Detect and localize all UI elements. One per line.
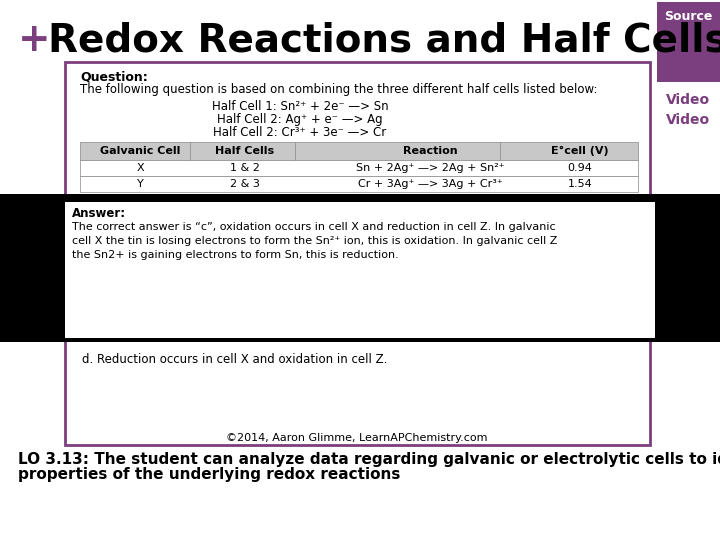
Text: Half Cell 2: Ag⁺ + e⁻ —> Ag: Half Cell 2: Ag⁺ + e⁻ —> Ag bbox=[217, 113, 383, 126]
Text: 1 & 2: 1 & 2 bbox=[230, 163, 260, 173]
Text: Half Cell 1: Sn²⁺ + 2e⁻ —> Sn: Half Cell 1: Sn²⁺ + 2e⁻ —> Sn bbox=[212, 100, 388, 113]
Text: The following question is based on combining the three different half cells list: The following question is based on combi… bbox=[80, 83, 598, 96]
Text: cell X the tin is losing electrons to form the Sn²⁺ ion, this is oxidation. In g: cell X the tin is losing electrons to fo… bbox=[72, 236, 557, 246]
Text: 2 & 3: 2 & 3 bbox=[230, 179, 260, 189]
Text: Source: Source bbox=[665, 10, 713, 23]
FancyBboxPatch shape bbox=[657, 2, 720, 82]
Text: Answer:: Answer: bbox=[72, 207, 126, 220]
Text: ©2014, Aaron Glimme, LearnAPChemistry.com: ©2014, Aaron Glimme, LearnAPChemistry.co… bbox=[226, 433, 487, 443]
Text: Redox Reactions and Half Cells: Redox Reactions and Half Cells bbox=[48, 21, 720, 59]
Text: Sn + 2Ag⁺ —> 2Ag + Sn²⁺: Sn + 2Ag⁺ —> 2Ag + Sn²⁺ bbox=[356, 163, 504, 173]
FancyBboxPatch shape bbox=[0, 194, 720, 342]
Text: Video: Video bbox=[667, 93, 711, 107]
FancyBboxPatch shape bbox=[65, 62, 650, 445]
Text: X: X bbox=[136, 163, 144, 173]
Text: Reaction: Reaction bbox=[402, 146, 457, 156]
Text: Video: Video bbox=[667, 113, 711, 127]
Text: Galvanic Cell: Galvanic Cell bbox=[100, 146, 180, 156]
Text: Question:: Question: bbox=[80, 70, 148, 83]
Text: E°cell (V): E°cell (V) bbox=[552, 146, 609, 156]
Text: Cr + 3Ag⁺ —> 3Ag + Cr³⁺: Cr + 3Ag⁺ —> 3Ag + Cr³⁺ bbox=[358, 179, 503, 189]
FancyBboxPatch shape bbox=[65, 202, 655, 338]
FancyBboxPatch shape bbox=[80, 160, 638, 176]
Text: LO 3.13: The student can analyze data regarding galvanic or electrolytic cells t: LO 3.13: The student can analyze data re… bbox=[18, 452, 720, 467]
Text: Y: Y bbox=[137, 179, 143, 189]
FancyBboxPatch shape bbox=[80, 142, 638, 160]
Text: Half Cell 2: Cr³⁺ + 3e⁻ —> Cr: Half Cell 2: Cr³⁺ + 3e⁻ —> Cr bbox=[213, 126, 387, 139]
Text: properties of the underlying redox reactions: properties of the underlying redox react… bbox=[18, 467, 400, 482]
Text: 0.94: 0.94 bbox=[567, 163, 593, 173]
Text: 1.54: 1.54 bbox=[567, 179, 593, 189]
Text: d. Reduction occurs in cell X and oxidation in cell Z.: d. Reduction occurs in cell X and oxidat… bbox=[82, 353, 387, 366]
Text: The correct answer is “c”, oxidation occurs in cell X and reduction in cell Z. I: The correct answer is “c”, oxidation occ… bbox=[72, 222, 556, 232]
Text: Half Cells: Half Cells bbox=[215, 146, 274, 156]
Text: the Sn2+ is gaining electrons to form Sn, this is reduction.: the Sn2+ is gaining electrons to form Sn… bbox=[72, 250, 399, 260]
FancyBboxPatch shape bbox=[80, 176, 638, 192]
Text: +: + bbox=[18, 21, 50, 59]
